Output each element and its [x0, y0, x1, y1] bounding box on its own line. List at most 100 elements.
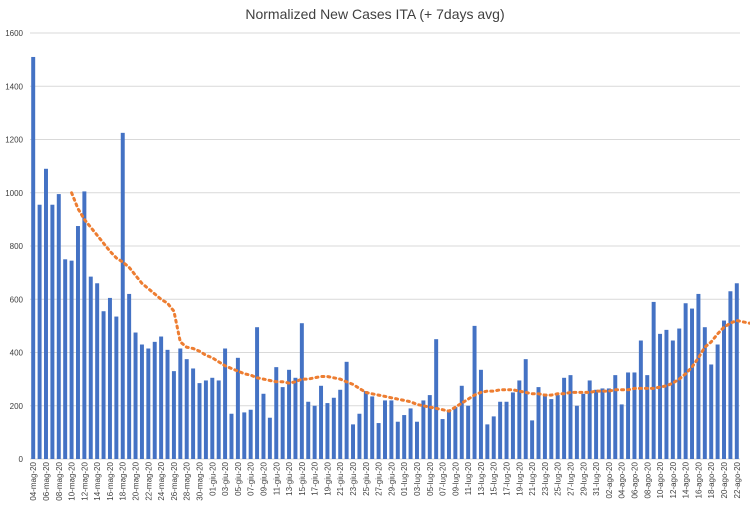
bar: [626, 372, 631, 459]
bar: [683, 303, 688, 459]
bar: [638, 340, 643, 459]
bar: [427, 395, 432, 459]
bar: [574, 405, 579, 459]
bar: [63, 259, 68, 459]
y-tick-label: 1600: [5, 29, 23, 38]
bar: [299, 323, 304, 459]
bar: [210, 377, 215, 459]
bar: [690, 308, 695, 459]
bar: [523, 359, 528, 459]
bar: [82, 191, 87, 459]
bar: [101, 311, 106, 459]
bar: [178, 348, 183, 459]
x-tick-label: 29-giu-20: [387, 461, 396, 495]
bar: [88, 276, 93, 459]
bar: [485, 424, 490, 459]
y-tick-label: 1000: [5, 189, 23, 198]
x-tick-label: 11-giu-20: [272, 461, 281, 495]
x-tick-label: 05-giu-20: [234, 461, 243, 495]
bar: [184, 359, 189, 459]
avg-line: [70, 191, 750, 413]
bar: [562, 377, 567, 459]
bar: [280, 387, 285, 459]
bar: [696, 293, 701, 459]
bar: [600, 388, 605, 459]
bar: [37, 204, 42, 459]
bar: [139, 344, 144, 459]
x-tick-label: 25-giu-20: [362, 461, 371, 495]
x-tick-label: 05-lug-20: [426, 461, 435, 495]
bar: [408, 408, 413, 459]
bar: [127, 293, 132, 459]
bar: [517, 380, 522, 459]
bar: [472, 325, 477, 459]
bar: [344, 361, 349, 459]
bar: [107, 297, 112, 459]
bar: [261, 393, 266, 459]
x-tick-label: 22-mag-20: [144, 461, 153, 500]
x-tick-label: 26-mag-20: [170, 461, 179, 500]
y-tick-label: 400: [10, 349, 24, 358]
bar: [702, 327, 707, 459]
bar: [421, 400, 426, 459]
x-tick-label: 29-lug-20: [579, 461, 588, 495]
chart-title: Normalized New Cases ITA (+ 7days avg): [245, 6, 504, 22]
bar: [152, 341, 157, 459]
y-tick-label: 600: [10, 295, 24, 304]
x-tick-label: 18-ago-20: [707, 461, 716, 498]
bar: [242, 412, 247, 459]
bar: [734, 283, 739, 459]
bar: [530, 420, 535, 459]
bar: [459, 385, 464, 459]
bar: [229, 413, 234, 459]
bar: [478, 369, 483, 459]
avg-series: [70, 191, 750, 413]
bar: [69, 260, 74, 459]
x-tick-label: 10-mag-20: [68, 461, 77, 500]
bar: [363, 391, 368, 459]
x-tick-label: 01-lug-20: [400, 461, 409, 495]
x-tick-label: 14-ago-20: [682, 461, 691, 498]
x-tick-label: 25-lug-20: [554, 461, 563, 495]
y-axis-ticks: 0 200 400 600 800 1000 1200 1400 1600: [5, 29, 23, 464]
x-tick-label: 07-lug-20: [439, 461, 448, 495]
bar: [619, 404, 624, 459]
bar: [293, 377, 298, 459]
bar: [606, 388, 611, 459]
bar: [664, 329, 669, 459]
x-tick-label: 22-ago-20: [733, 461, 742, 498]
y-tick-label: 800: [10, 242, 24, 251]
bar: [389, 400, 394, 459]
bar: [159, 336, 164, 459]
bar: [267, 417, 272, 459]
bar: [651, 301, 656, 459]
bar: [402, 415, 407, 459]
bar: [56, 194, 61, 460]
bar: [171, 371, 176, 459]
x-tick-label: 21-lug-20: [528, 461, 537, 495]
bar: [370, 396, 375, 459]
x-tick-label: 09-lug-20: [451, 462, 460, 496]
x-tick-label: 06-mag-20: [42, 461, 51, 500]
x-tick-label: 11-lug-20: [464, 462, 473, 496]
bar: [274, 367, 279, 459]
bar: [146, 348, 151, 459]
bar: [466, 405, 471, 459]
y-tick-label: 1200: [5, 136, 23, 145]
bar: [114, 316, 119, 459]
x-tick-label: 17-lug-20: [503, 461, 512, 495]
x-tick-label: 18-mag-20: [119, 461, 128, 500]
bar: [504, 401, 509, 459]
x-tick-label: 20-ago-20: [720, 461, 729, 498]
y-tick-label: 1400: [5, 82, 23, 91]
bar: [555, 395, 560, 459]
x-tick-label: 20-mag-20: [132, 461, 141, 500]
bar: [325, 403, 330, 459]
x-tick-label: 07-giu-20: [247, 461, 256, 495]
x-tick-label: 08-ago-20: [643, 462, 652, 499]
x-tick-label: 24-mag-20: [157, 461, 166, 500]
y-tick-label: 200: [10, 402, 24, 411]
x-tick-label: 21-giu-20: [336, 461, 345, 495]
x-tick-label: 03-lug-20: [413, 461, 422, 495]
